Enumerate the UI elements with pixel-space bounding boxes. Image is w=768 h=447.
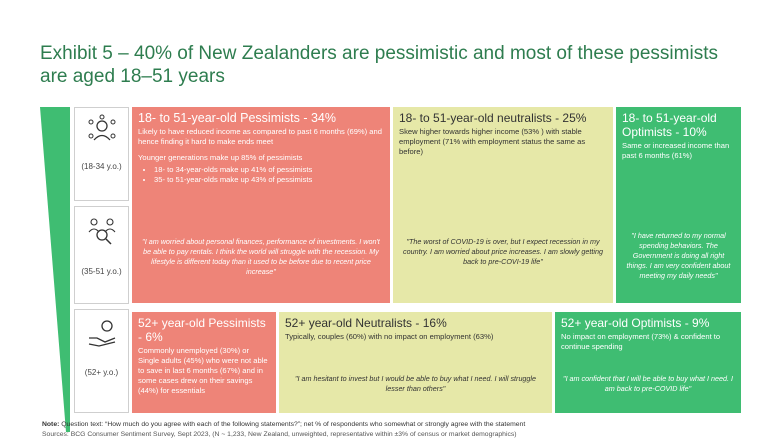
sources: Sources: BCG Consumer Sentiment Survey, … xyxy=(42,431,517,438)
panel-quote: "I am confident that I will be able to b… xyxy=(563,374,733,393)
note-text: Question text: “How much do you agree wi… xyxy=(59,421,526,428)
panel-quote: "The worst of COVID-19 is over, but I ex… xyxy=(402,237,603,266)
panel-title: 52+ year-old Neutralists - 16% xyxy=(285,316,447,330)
panel-body: No impact on employment (73%) & confiden… xyxy=(561,332,721,351)
panel-young-pessimists: 18- to 51-year-old Pessimists - 34% Like… xyxy=(132,107,390,303)
list-item: 35- to 51-year-olds make up 43% of pessi… xyxy=(154,175,384,185)
group-search-icon xyxy=(88,218,115,245)
age-label: (52+ y.o.) xyxy=(84,368,119,377)
panel-quote: "I am worried about personal finances, p… xyxy=(142,237,380,276)
panel-title: 18- to 51-year-old Pessimists - 34% xyxy=(138,111,336,125)
age-group-52-plus: (52+ y.o.) xyxy=(74,309,129,413)
age-label: (18-34 y.o.) xyxy=(81,162,122,171)
panel-title: 18- to 51-year-old neutralists - 25% xyxy=(399,111,587,125)
age-label: (35-51 y.o.) xyxy=(81,267,122,276)
panel-title: 18- to 51-year-old Optimists - 10% xyxy=(622,111,717,139)
panel-body: Likely to have reduced income as compare… xyxy=(138,127,382,146)
age-group-35-51: (35-51 y.o.) xyxy=(74,206,129,304)
panel-body: Same or increased income than past 6 mon… xyxy=(622,141,730,160)
note-label: Note: xyxy=(42,421,60,428)
age-wedge xyxy=(40,107,70,432)
hand-coin-icon xyxy=(88,320,115,347)
footnote: Note: Question text: “How much do you ag… xyxy=(42,420,525,429)
panel-young-neutralists: 18- to 51-year-old neutralists - 25% Ske… xyxy=(393,107,613,303)
panel-old-neutralists: 52+ year-old Neutralists - 16% Typically… xyxy=(279,312,552,413)
panel-title: 52+ year-old Pessimists - 6% xyxy=(138,316,266,344)
exhibit-title: Exhibit 5 – 40% of New Zealanders are pe… xyxy=(40,43,718,87)
panel-body-secondary: Younger generations make up 85% of pessi… xyxy=(138,153,303,162)
panel-body: Typically, couples (60%) with no impact … xyxy=(285,332,494,341)
panel-old-pessimists: 52+ year-old Pessimists - 6% Commonly un… xyxy=(132,312,276,413)
person-network-icon xyxy=(88,114,115,141)
panel-body: Commonly unemployed (30%) or Single adul… xyxy=(138,346,268,395)
panel-young-optimists: 18- to 51-year-old Optimists - 10% Same … xyxy=(616,107,741,303)
panel-body: Skew higher towards higher income (53% )… xyxy=(399,127,586,156)
age-group-18-34: (18-34 y.o.) xyxy=(74,107,129,201)
panel-quote: "I have returned to my normal spending b… xyxy=(626,231,731,280)
panel-title: 52+ year-old Optimists - 9% xyxy=(561,316,710,330)
list-item: 18- to 34-year-olds make up 41% of pessi… xyxy=(154,165,384,175)
panel-quote: "I am hesitant to invest but I would be … xyxy=(294,374,537,393)
panel-old-optimists: 52+ year-old Optimists - 9% No impact on… xyxy=(555,312,741,413)
